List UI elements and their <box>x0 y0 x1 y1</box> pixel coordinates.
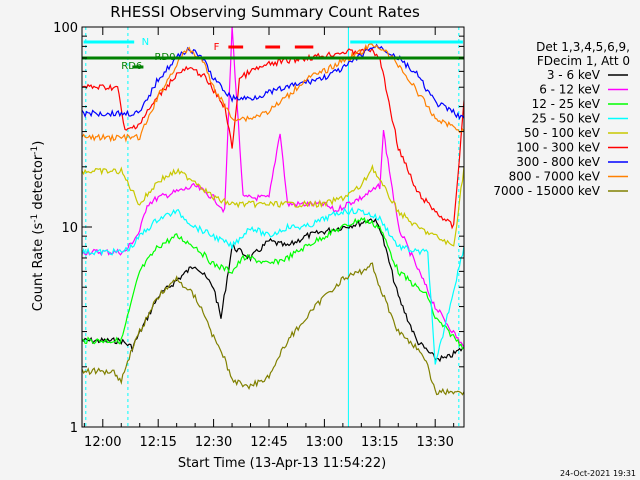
x-tick-label-4: 13:00 <box>306 435 343 450</box>
y-tick-label-1: 10 <box>61 221 78 236</box>
legend-label-6: 300 - 800 keV <box>516 155 600 169</box>
legend-label-3: 25 - 50 keV <box>532 112 601 126</box>
legend-label-5: 100 - 300 keV <box>516 141 600 155</box>
y-axis-label-sup-2: -1 <box>30 146 40 155</box>
x-axis: 12:00 12:15 12:30 12:45 13:00 13:15 13:30 <box>83 27 455 450</box>
series-line-7 <box>82 43 464 143</box>
x-tick-label-2: 12:30 <box>195 435 232 450</box>
legend-header-line1: Det 1,3,4,5,6,9, <box>536 40 630 54</box>
y-axis-label-close: ) <box>31 141 46 146</box>
y-axis-label-main: Count Rate (s <box>31 223 46 312</box>
y-axis-label-sup-1: -1 <box>30 214 40 223</box>
series-line-1 <box>82 27 464 348</box>
series-line-2 <box>82 217 464 350</box>
y-axis: 1 10 100 <box>53 21 464 436</box>
legend-label-8: 7000 - 15000 keV <box>493 184 600 198</box>
annotation-0: N <box>142 37 149 48</box>
annotation-2: RD6 <box>121 61 142 72</box>
series-line-4 <box>82 163 464 247</box>
y-tick-label-0: 1 <box>70 421 78 436</box>
x-tick-label-5: 13:15 <box>361 435 398 450</box>
x-tick-label-3: 12:45 <box>250 435 287 450</box>
series-line-8 <box>82 262 464 396</box>
y-axis-label-detector: detector <box>31 154 46 214</box>
chart-title: RHESSI Observing Summary Count Rates <box>110 3 420 21</box>
legend-label-1: 6 - 12 keV <box>539 83 601 97</box>
legend-label-7: 800 - 7000 keV <box>509 170 601 184</box>
y-tick-label-2: 100 <box>53 21 78 36</box>
legend-header-line2: FDecim 1, Att 0 <box>537 54 630 68</box>
series-line-5 <box>82 45 464 230</box>
series-line-3 <box>82 206 464 365</box>
x-tick-label-0: 12:00 <box>84 435 121 450</box>
legend-label-4: 50 - 100 keV <box>524 126 601 140</box>
legend-label-0: 3 - 6 keV <box>547 68 601 82</box>
legend: Det 1,3,4,5,6,9, FDecim 1, Att 0 3 - 6 k… <box>493 40 630 198</box>
legend-label-2: 12 - 25 keV <box>532 97 601 111</box>
x-tick-label-6: 13:30 <box>416 435 453 450</box>
annotation-3: F <box>214 42 220 53</box>
annotation-1: RD0 <box>154 52 175 63</box>
y-axis-label: Count Rate (s-1 detector-1) <box>30 141 46 312</box>
plot-series-area <box>82 27 464 427</box>
timestamp: 24-Oct-2021 19:31 <box>560 469 636 478</box>
x-tick-label-1: 12:15 <box>139 435 176 450</box>
x-axis-label: Start Time (13-Apr-13 11:54:22) <box>178 456 386 471</box>
